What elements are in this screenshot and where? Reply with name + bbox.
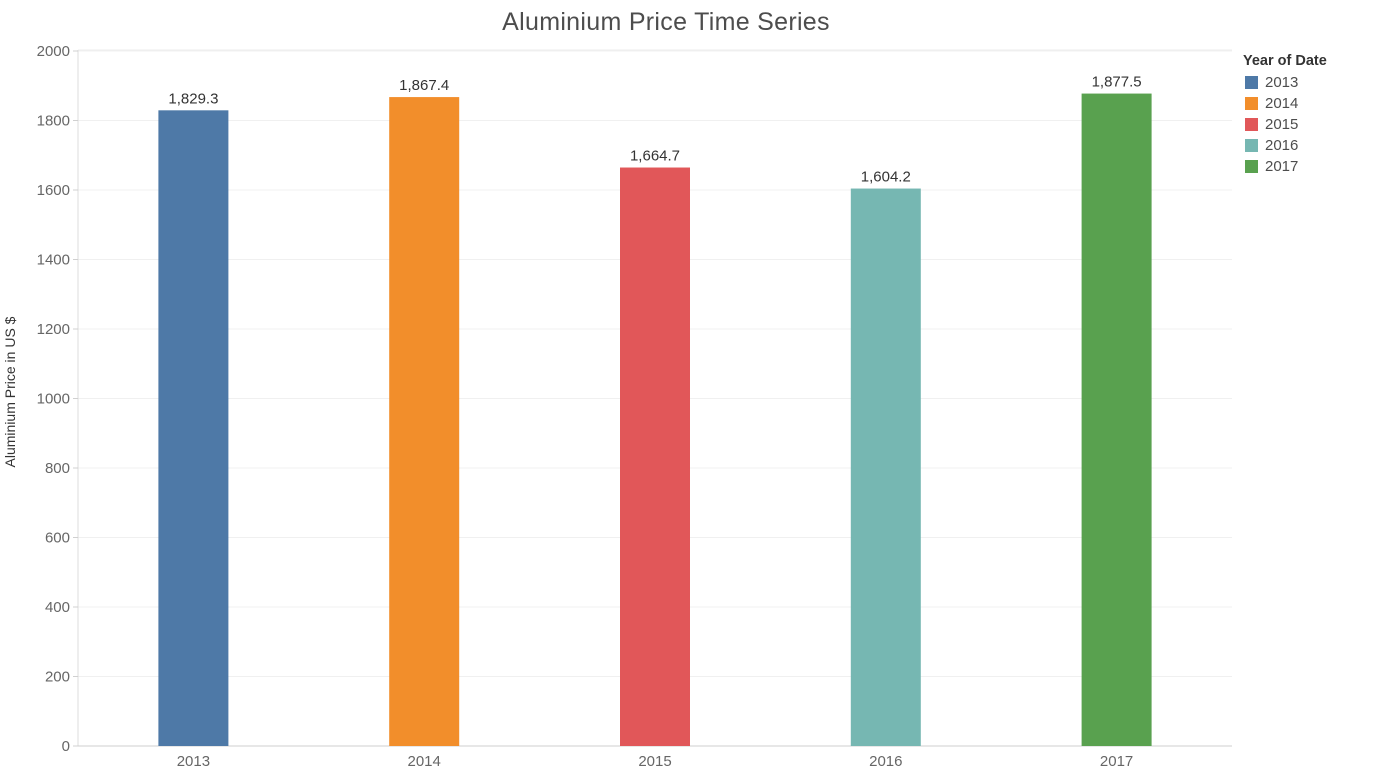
chart-title: Aluminium Price Time Series [502, 8, 830, 36]
legend-item-2013[interactable]: 2013 [1243, 72, 1327, 93]
value-label-2016: 1,604.2 [861, 169, 911, 186]
legend: Year of Date 2013 2014 2015 2016 2017 [1243, 53, 1327, 177]
legend-item-2016[interactable]: 2016 [1243, 135, 1327, 156]
legend-label-2013: 2013 [1265, 74, 1299, 91]
y-tick-label-0: 0 [62, 738, 70, 755]
bar-2014 [389, 97, 460, 747]
legend-label-2014: 2014 [1265, 95, 1299, 112]
x-tick-label-2013: 2013 [177, 753, 210, 770]
bar-2015 [620, 167, 690, 747]
legend-title: Year of Date [1243, 53, 1327, 69]
bar-2013 [158, 110, 229, 747]
value-label-2013: 1,829.3 [168, 90, 218, 107]
y-tick-label-1200: 1200 [37, 321, 70, 338]
legend-swatch-2014 [1245, 97, 1258, 110]
legend-item-2014[interactable]: 2014 [1243, 93, 1327, 114]
y-tick-label-1400: 1400 [37, 252, 70, 269]
y-tick-label-1000: 1000 [37, 391, 70, 408]
y-tick-label-200: 200 [45, 669, 70, 686]
bar-2016 [850, 188, 921, 746]
value-label-2014: 1,867.4 [399, 77, 449, 94]
legend-label-2016: 2016 [1265, 137, 1299, 154]
y-tick-label-1800: 1800 [37, 113, 70, 130]
legend-swatch-2016 [1245, 139, 1258, 152]
bar-2017 [1081, 93, 1152, 747]
legend-item-2015[interactable]: 2015 [1243, 114, 1327, 135]
legend-swatch-2015 [1245, 118, 1258, 131]
y-tick-label-400: 400 [45, 599, 70, 616]
value-label-2017: 1,877.5 [1092, 74, 1142, 91]
bars [158, 93, 1152, 747]
y-tick-label-600: 600 [45, 530, 70, 547]
x-tick-label-2014: 2014 [408, 753, 441, 770]
legend-swatch-2017 [1245, 160, 1258, 173]
value-label-2015: 1,664.7 [630, 148, 680, 165]
axes: 0 200 400 600 800 1000 1200 1400 1600 1800 2000 [37, 43, 1232, 755]
legend-item-2017[interactable]: 2017 [1243, 156, 1327, 177]
y-tick-label-1600: 1600 [37, 182, 70, 199]
x-tick-label-2016: 2016 [869, 753, 902, 770]
y-tick-label-800: 800 [45, 460, 70, 477]
legend-label-2017: 2017 [1265, 158, 1299, 175]
labels: 1,829.3 2013 1,867.4 2014 1,664.7 2015 1,604.2… [168, 74, 1141, 770]
x-tick-label-2015: 2015 [638, 753, 671, 770]
legend-label-2015: 2015 [1265, 116, 1299, 133]
y-tick-label-2000: 2000 [37, 43, 70, 60]
x-tick-label-2017: 2017 [1100, 753, 1133, 770]
legend-swatch-2013 [1245, 76, 1258, 89]
